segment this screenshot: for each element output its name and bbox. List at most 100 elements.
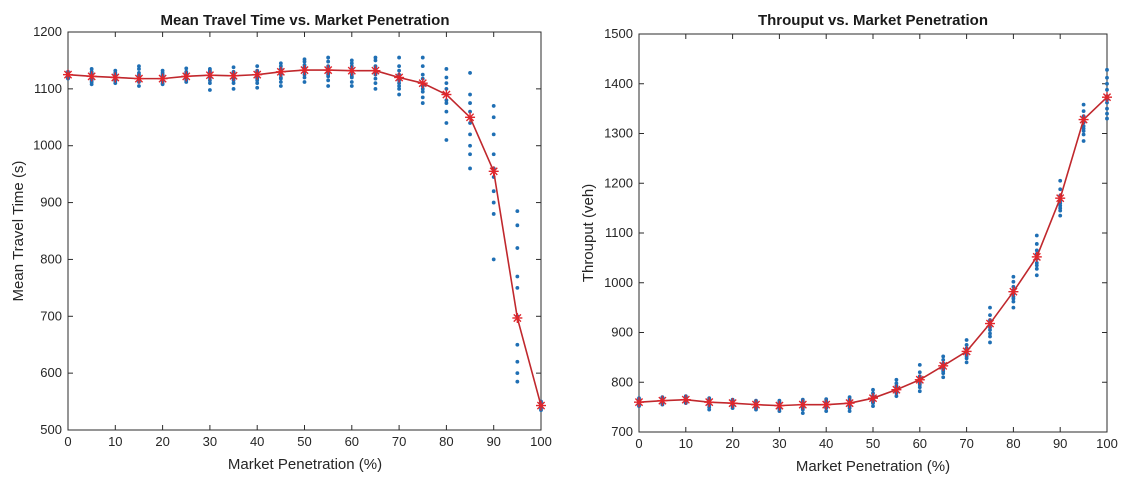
- y-tick-label: 700: [611, 424, 633, 439]
- sample-point: [444, 138, 449, 142]
- mean-marker: [417, 78, 428, 89]
- mean-marker: [704, 397, 715, 408]
- sample-point: [231, 81, 236, 86]
- sample-point: [278, 61, 283, 66]
- mean-marker: [133, 73, 144, 84]
- sample-point: [278, 84, 283, 88]
- sample-point: [302, 75, 307, 80]
- sample-point: [326, 55, 331, 60]
- mean-marker: [821, 399, 832, 410]
- sample-point: [444, 98, 449, 103]
- sample-point: [894, 381, 899, 386]
- sample-point: [1034, 266, 1039, 271]
- x-tick-label: 30: [772, 436, 786, 451]
- y-axis-label: Throuput (veh): [580, 184, 597, 282]
- sample-point: [420, 55, 425, 60]
- sample-point: [397, 92, 401, 97]
- mean-marker: [938, 360, 949, 371]
- y-tick-label: 1300: [604, 126, 633, 141]
- y-tick-label: 1400: [604, 76, 633, 91]
- mean-marker: [1055, 193, 1066, 204]
- sample-point: [515, 246, 520, 250]
- mean-marker: [868, 393, 878, 404]
- sample-point: [515, 274, 520, 279]
- mean-marker: [157, 73, 168, 84]
- mean-series: [63, 65, 546, 411]
- sample-point: [208, 88, 212, 92]
- mean-marker: [465, 112, 476, 123]
- sample-point: [420, 64, 425, 69]
- sample-point: [420, 101, 425, 105]
- sample-point: [1034, 242, 1039, 246]
- sample-point: [278, 80, 283, 84]
- sample-point: [137, 64, 141, 69]
- sample-point: [1058, 206, 1063, 211]
- sample-point: [988, 313, 992, 317]
- sample-point: [468, 92, 472, 97]
- mean-marker: [985, 318, 995, 329]
- sample-point: [326, 74, 331, 79]
- x-tick-label: 10: [679, 436, 693, 451]
- y-tick-label: 900: [40, 195, 62, 210]
- sample-point: [847, 409, 852, 414]
- mean-marker: [891, 384, 902, 395]
- sample-point: [373, 55, 378, 60]
- sample-point: [349, 80, 354, 84]
- x-tick-label: 60: [913, 436, 927, 451]
- sample-point: [515, 379, 520, 384]
- sample-point: [468, 121, 472, 125]
- mean-series: [634, 92, 1112, 411]
- mean-marker: [1102, 92, 1112, 103]
- sample-point: [988, 340, 992, 345]
- mean-marker: [488, 166, 499, 177]
- sample-point: [373, 86, 378, 91]
- sample-point: [1011, 305, 1016, 310]
- sample-point: [326, 84, 331, 88]
- sample-point: [1105, 67, 1109, 72]
- plot-area: [638, 33, 1108, 433]
- sample-point: [420, 95, 425, 100]
- sample-point: [1034, 248, 1039, 253]
- sample-point: [1034, 263, 1039, 268]
- sample-point: [468, 152, 472, 157]
- mean-marker: [228, 70, 239, 81]
- sample-point: [515, 359, 520, 364]
- mean-marker: [441, 89, 452, 100]
- sample-point: [397, 64, 401, 69]
- sample-point: [917, 389, 922, 394]
- sample-point: [1034, 273, 1039, 278]
- y-tick-label: 900: [611, 325, 633, 340]
- sample-point: [137, 84, 141, 88]
- sample-point: [988, 334, 992, 339]
- sample-point: [871, 387, 875, 392]
- sample-point: [1011, 279, 1016, 284]
- sample-point: [397, 86, 401, 91]
- x-tick-label: 80: [1006, 436, 1020, 451]
- x-tick-label: 90: [1053, 436, 1067, 451]
- x-tick-label: 70: [392, 434, 406, 449]
- sample-point: [349, 84, 354, 88]
- sample-point: [917, 362, 922, 367]
- sample-point: [964, 360, 969, 365]
- sample-point: [397, 55, 401, 60]
- sample-point: [1081, 129, 1086, 133]
- mean-marker: [680, 394, 691, 405]
- sample-point: [1058, 187, 1063, 192]
- sample-point: [255, 78, 260, 83]
- sample-point: [894, 377, 899, 382]
- sample-point: [941, 354, 946, 359]
- sample-point: [800, 411, 805, 415]
- x-tick-label: 50: [297, 434, 311, 449]
- sample-point: [894, 394, 899, 399]
- mean-marker: [63, 69, 73, 80]
- sample-point: [160, 71, 165, 75]
- sample-point: [871, 404, 875, 409]
- y-tick-label: 600: [40, 365, 62, 380]
- mean-marker: [512, 312, 523, 323]
- sample-point: [89, 80, 94, 84]
- sample-point: [515, 342, 520, 347]
- x-tick-label: 50: [866, 436, 880, 451]
- sample-point: [1011, 296, 1016, 301]
- sample-point: [468, 143, 472, 148]
